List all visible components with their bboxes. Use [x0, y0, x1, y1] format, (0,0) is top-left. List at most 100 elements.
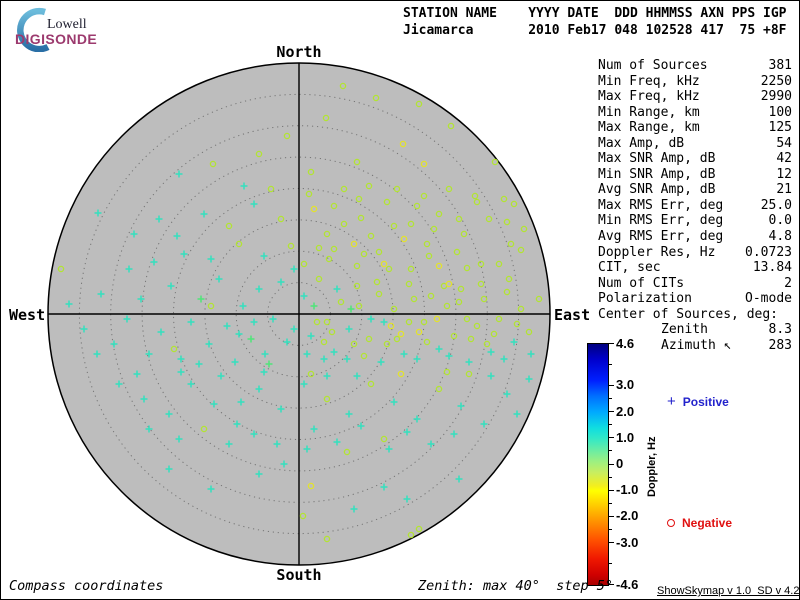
colorbar-major-tick	[608, 437, 614, 439]
source-point-plus	[345, 325, 353, 333]
source-point-plus	[377, 358, 385, 366]
source-point-circle	[337, 298, 345, 306]
source-point-circle	[415, 525, 423, 533]
source-point-circle	[407, 531, 415, 539]
source-point-plus	[195, 360, 203, 368]
source-point-circle	[483, 340, 491, 348]
colorbar-minor-tick	[608, 529, 612, 531]
source-point-circle	[340, 185, 348, 193]
source-point-circle	[305, 190, 313, 198]
source-point-circle	[535, 295, 543, 303]
colorbar-axis-title: Doppler, Hz	[646, 436, 658, 498]
source-point-plus	[527, 350, 535, 358]
source-point-circle	[410, 295, 418, 303]
source-point-circle	[433, 315, 441, 323]
source-point-plus	[513, 410, 521, 418]
station-header-row1: STATION NAME YYYY DATE DDD HHMMSS AXN PP…	[403, 6, 787, 21]
colorbar-tick-label: 2.0	[616, 403, 635, 419]
source-point-plus	[65, 300, 73, 308]
source-point-circle	[457, 285, 465, 293]
stat-value: 12	[776, 166, 792, 182]
source-point-plus	[187, 380, 195, 388]
stat-value: 8.3	[768, 322, 792, 338]
stat-value: 42	[776, 151, 792, 167]
source-point-circle	[353, 158, 361, 166]
source-point-plus	[283, 338, 291, 346]
label-south: South	[276, 566, 322, 584]
stat-label: Avg RMS Err, deg	[598, 229, 724, 245]
source-point-circle	[323, 318, 331, 326]
source-point-circle	[495, 315, 503, 323]
colorbar-minor-tick	[608, 476, 612, 478]
coordinates-mode-note: Compass coordinates	[9, 578, 164, 594]
source-point-circle	[397, 370, 405, 378]
source-point-plus	[130, 230, 138, 238]
label-north: North	[276, 43, 322, 61]
label-east: East	[554, 306, 591, 324]
source-point-plus	[400, 350, 408, 358]
source-point-plus	[80, 325, 88, 333]
source-point-plus	[207, 255, 215, 263]
source-point-circle	[477, 280, 485, 288]
source-point-circle	[420, 318, 428, 326]
source-point-circle	[445, 280, 453, 288]
source-point-plus	[239, 302, 247, 310]
source-point-circle	[325, 255, 333, 263]
legend-negative: Negative	[667, 516, 732, 530]
stat-row: Avg RMS Err, deg 4.8	[598, 229, 792, 245]
colorbar-tick-label: 0	[616, 456, 624, 472]
source-point-circle	[471, 192, 479, 200]
source-point-circle	[315, 244, 323, 252]
source-point-plus	[167, 282, 175, 290]
source-points	[57, 82, 543, 543]
source-point-circle	[235, 240, 243, 248]
stat-label: Min RMS Err, deg	[598, 213, 724, 229]
stat-row: Polarization O-mode	[598, 291, 792, 307]
source-point-plus	[145, 350, 153, 358]
stat-value: 21	[776, 182, 792, 198]
source-point-circle	[420, 160, 428, 168]
stat-row: Avg SNR Amp, dB 21	[598, 182, 792, 198]
source-point-circle	[405, 280, 413, 288]
source-point-circle	[495, 260, 503, 268]
stat-row: Min Freq, kHz 2250	[598, 74, 792, 90]
source-point-plus	[333, 285, 341, 293]
source-point-circle	[355, 195, 363, 203]
colorbar-major-tick	[608, 489, 614, 491]
source-point-circle	[57, 265, 65, 273]
source-point-circle	[350, 340, 358, 348]
source-point-circle	[328, 328, 336, 336]
source-point-plus	[277, 405, 285, 413]
source-point-circle	[447, 122, 455, 130]
source-point-circle	[283, 132, 291, 140]
source-point-circle	[307, 168, 315, 176]
source-point-plus	[157, 328, 165, 336]
source-point-circle	[473, 198, 481, 206]
source-point-plus	[205, 340, 213, 348]
legend-positive-label: Positive	[682, 395, 729, 409]
stat-value: 2250	[760, 73, 792, 89]
source-point-circle	[463, 264, 471, 272]
source-point-plus	[380, 483, 388, 491]
source-point-plus	[250, 318, 258, 326]
source-point-plus	[255, 285, 263, 293]
stat-row: Azimuth ↖ 283	[598, 338, 792, 354]
source-point-circle	[435, 262, 443, 270]
source-point-circle	[365, 182, 373, 190]
source-point-plus	[150, 258, 158, 266]
source-point-circle	[513, 320, 521, 328]
source-point-circle	[300, 260, 308, 268]
source-point-circle	[367, 232, 375, 240]
source-point-plus	[427, 440, 435, 448]
source-point-circle	[360, 352, 368, 360]
source-point-circle	[455, 298, 463, 306]
source-point-circle	[255, 150, 263, 158]
stat-value: 125	[768, 120, 792, 136]
source-point-circle	[307, 370, 315, 378]
source-point-plus	[187, 318, 195, 326]
source-point-circle	[430, 225, 438, 233]
source-point-circle	[399, 140, 407, 148]
source-point-plus	[240, 182, 248, 190]
source-point-circle	[443, 368, 451, 376]
source-point-circle	[350, 240, 358, 248]
